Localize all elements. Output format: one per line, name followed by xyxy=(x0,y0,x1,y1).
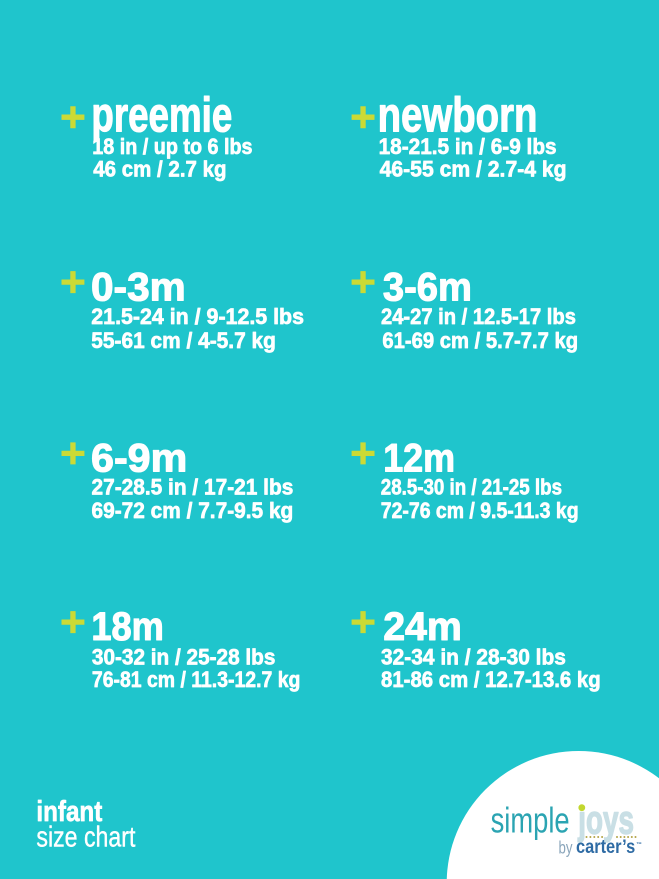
svg-text:72-76 cm / 9.5-11.3 kg: 72-76 cm / 9.5-11.3 kg xyxy=(381,498,579,523)
svg-text:27-28.5 in / 17-21 lbs: 27-28.5 in / 17-21 lbs xyxy=(92,475,294,500)
svg-text:18m: 18m xyxy=(91,605,163,649)
svg-text:™: ™ xyxy=(636,842,642,848)
svg-text:32-34 in / 28-30 lbs: 32-34 in / 28-30 lbs xyxy=(381,645,566,670)
svg-text:6-9m: 6-9m xyxy=(91,436,187,480)
svg-text:30-32 in / 25-28 lbs: 30-32 in / 25-28 lbs xyxy=(92,645,276,670)
svg-text:by: by xyxy=(559,837,573,857)
svg-text:24-27 in / 12.5-17 lbs: 24-27 in / 12.5-17 lbs xyxy=(381,304,576,329)
svg-text:69-72 cm / 7.7-9.5 kg: 69-72 cm / 7.7-9.5 kg xyxy=(92,498,294,523)
svg-text:21.5-24 in / 9-12.5 lbs: 21.5-24 in / 9-12.5 lbs xyxy=(91,304,304,329)
svg-text:18-21.5 in / 6-9 lbs: 18-21.5 in / 6-9 lbs xyxy=(379,134,557,159)
svg-text:3-6m: 3-6m xyxy=(383,266,472,310)
svg-text:46-55 cm / 2.7-4 kg: 46-55 cm / 2.7-4 kg xyxy=(380,157,567,182)
svg-text:76-81 cm / 11.3-12.7 kg: 76-81 cm / 11.3-12.7 kg xyxy=(92,667,301,692)
svg-text:55-61 cm / 4-5.7 kg: 55-61 cm / 4-5.7 kg xyxy=(91,328,276,353)
svg-text:size chart: size chart xyxy=(36,821,135,853)
svg-text:preemie: preemie xyxy=(91,88,232,142)
svg-text:28.5-30 in / 21-25 lbs: 28.5-30 in / 21-25 lbs xyxy=(381,475,562,500)
svg-text:0-3m: 0-3m xyxy=(91,266,186,310)
svg-text:ȷoys: ȷoys xyxy=(578,799,634,843)
svg-text:24m: 24m xyxy=(383,605,462,649)
svg-text:simple: simple xyxy=(491,800,570,841)
svg-text:46 cm / 2.7 kg: 46 cm / 2.7 kg xyxy=(93,157,226,182)
svg-text:infant: infant xyxy=(36,796,102,828)
svg-text:newborn: newborn xyxy=(378,88,538,142)
svg-text:12m: 12m xyxy=(383,436,455,480)
svg-text:81-86 cm / 12.7-13.6 kg: 81-86 cm / 12.7-13.6 kg xyxy=(381,667,601,692)
svg-text:18 in / up to 6 lbs: 18 in / up to 6 lbs xyxy=(92,134,252,159)
svg-text:61-69 cm / 5.7-7.7 kg: 61-69 cm / 5.7-7.7 kg xyxy=(382,328,578,353)
svg-text:carter’s: carter’s xyxy=(576,837,635,858)
